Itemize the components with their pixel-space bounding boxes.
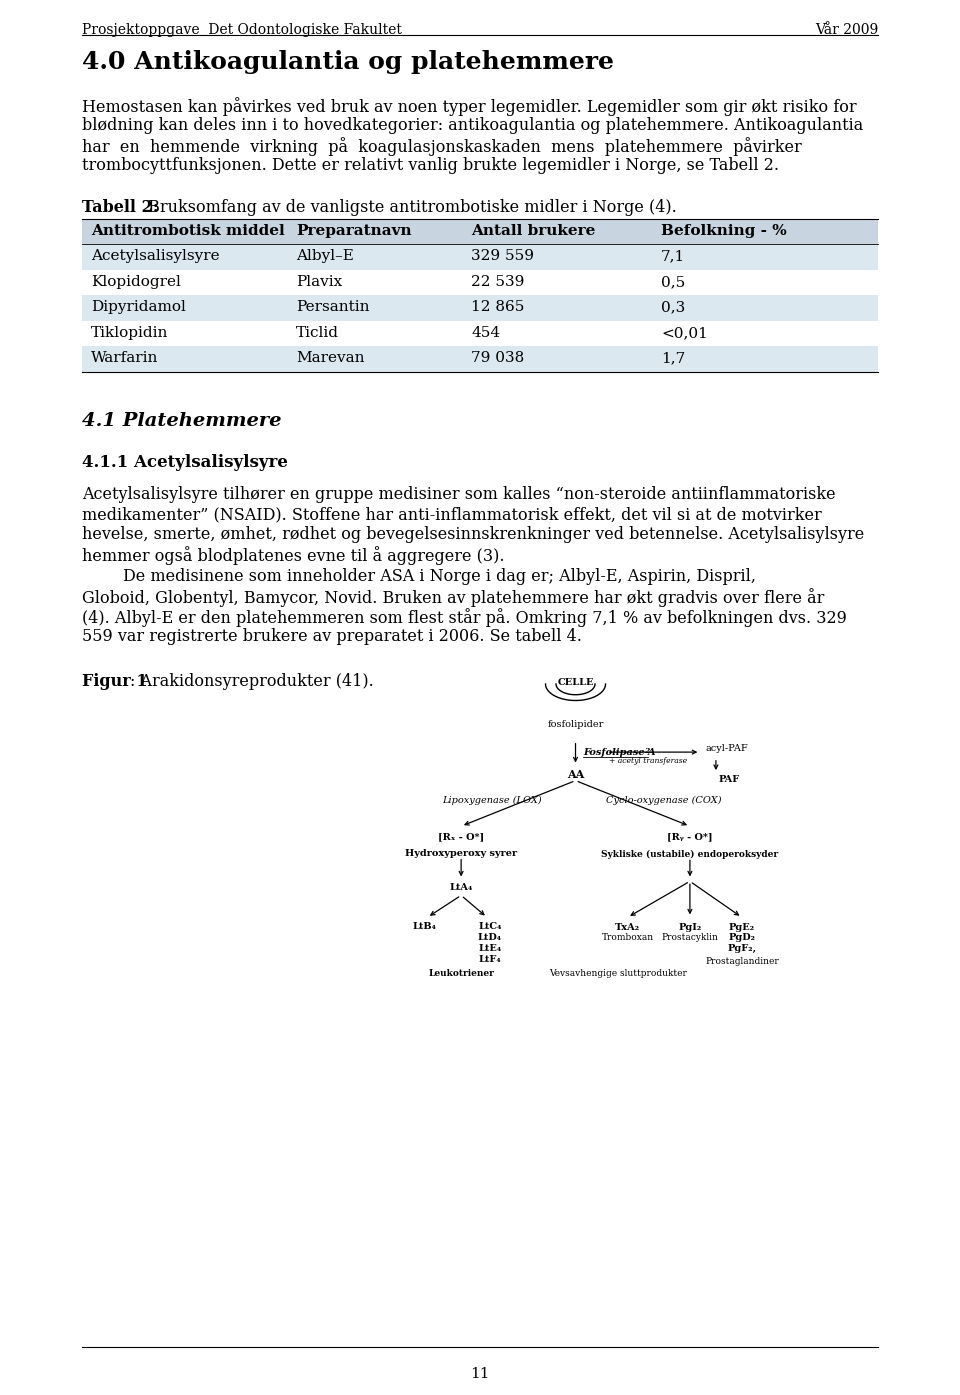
Text: 329 559: 329 559 [471,250,534,264]
Text: blødning kan deles inn i to hovedkategorier: antikoagulantia og platehemmere. An: blødning kan deles inn i to hovedkategor… [82,117,863,134]
Text: + acetyl transferase: + acetyl transferase [610,757,687,764]
Text: Tabell 2:: Tabell 2: [82,199,158,216]
Text: Leukotriener: Leukotriener [428,968,494,978]
Text: LtD₄: LtD₄ [478,933,502,943]
Text: Albyl–E: Albyl–E [296,250,354,264]
Text: Prosjektoppgave  Det Odontologiske Fakultet: Prosjektoppgave Det Odontologiske Fakult… [82,22,402,38]
Text: hemmer også blodplatenes evne til å aggregere (3).: hemmer også blodplatenes evne til å aggr… [82,545,505,565]
Text: 11: 11 [470,1367,490,1381]
Text: 79 038: 79 038 [471,352,524,365]
Text: Vevsavhengige sluttprodukter: Vevsavhengige sluttprodukter [549,968,687,978]
Text: Fosfolipase A: Fosfolipase A [584,748,656,756]
Text: Antitrombotisk middel: Antitrombotisk middel [91,225,285,239]
Text: PgD₂: PgD₂ [729,933,756,943]
Text: 4.1.1 Acetylsalisylsyre: 4.1.1 Acetylsalisylsyre [82,453,288,472]
Text: Hydroxyperoxy syrer: Hydroxyperoxy syrer [405,850,517,858]
Text: 2: 2 [644,746,650,755]
Text: PgI₂: PgI₂ [679,923,702,932]
Text: hevelse, smerte, ømhet, rødhet og bevegelsesinnskrenkninger ved betennelse. Acet: hevelse, smerte, ømhet, rødhet og bevege… [82,526,864,543]
Text: LtB₄: LtB₄ [413,922,437,930]
Text: har  en  hemmende  virkning  på  koagulasjonskaskaden  mens  platehemmere  påvir: har en hemmende virkning på koagulasjons… [82,137,802,156]
Text: Bruksomfang av de vanligste antitrombotiske midler i Norge (4).: Bruksomfang av de vanligste antitromboti… [143,199,677,216]
Text: Prostaglandiner: Prostaglandiner [705,957,779,967]
Text: 12 865: 12 865 [471,300,524,314]
Text: medikamenter” (NSAID). Stoffene har anti-inflammatorisk effekt, det vil si at de: medikamenter” (NSAID). Stoffene har anti… [82,506,822,523]
Text: fosfolipider: fosfolipider [547,720,604,728]
Text: Acetylsalisylsyre tilhører en gruppe medisiner som kalles “non-steroide antiinfl: Acetylsalisylsyre tilhører en gruppe med… [82,485,835,504]
Text: TxA₂: TxA₂ [615,923,640,932]
Text: 4.0 Antikoagulantia og platehemmere: 4.0 Antikoagulantia og platehemmere [82,50,614,74]
Text: Lipoxygenase (LOX): Lipoxygenase (LOX) [443,795,542,805]
Text: PAF: PAF [718,774,740,784]
Text: PgE₂: PgE₂ [729,923,755,932]
Text: Vår 2009: Vår 2009 [815,22,878,38]
Text: 0,5: 0,5 [661,275,685,289]
Text: 22 539: 22 539 [471,275,524,289]
Text: AA: AA [567,769,584,780]
Text: trombocyttfunksjonen. Dette er relativt vanlig brukte legemidler i Norge, se Tab: trombocyttfunksjonen. Dette er relativt … [82,158,779,174]
Text: Cyclo-oxygenase (COX): Cyclo-oxygenase (COX) [606,795,722,805]
Text: Hemostasen kan påvirkes ved bruk av noen typer legemidler. Legemidler som gir øk: Hemostasen kan påvirkes ved bruk av noen… [82,98,856,116]
Bar [82,296,878,321]
Text: Tiklopidin: Tiklopidin [91,326,168,340]
Text: Dipyridamol: Dipyridamol [91,300,186,314]
Bar [82,346,878,372]
Text: Warfarin: Warfarin [91,352,158,365]
Text: LtC₄: LtC₄ [478,922,501,930]
Text: 1,7: 1,7 [661,352,685,365]
Text: Preparatnavn: Preparatnavn [296,225,412,239]
Text: CELLE: CELLE [557,678,594,686]
Text: PgF₂,: PgF₂, [728,944,756,953]
Bar [82,271,878,296]
Text: Globoid, Globentyl, Bamycor, Novid. Bruken av platehemmere har økt gradvis over : Globoid, Globentyl, Bamycor, Novid. Bruk… [82,589,825,607]
Text: (4). Albyl-E er den platehemmeren som flest står på. Omkring 7,1 % av befolkning: (4). Albyl-E er den platehemmeren som fl… [82,608,847,626]
Text: Figur 1: Figur 1 [82,672,148,691]
Text: [Rᵧ - O*]: [Rᵧ - O*] [667,831,712,841]
Text: De medisinene som inneholder ASA i Norge i dag er; Albyl-E, Aspirin, Dispril,: De medisinene som inneholder ASA i Norge… [82,568,756,585]
Text: : Arakidonsyreprodukter (41).: : Arakidonsyreprodukter (41). [130,672,373,691]
Bar [82,244,878,271]
Text: <0,01: <0,01 [661,326,708,340]
Text: Marevan: Marevan [296,352,365,365]
Text: Persantin: Persantin [296,300,370,314]
Text: 4.1 Platehemmere: 4.1 Platehemmere [82,412,281,430]
Text: Antall brukere: Antall brukere [471,225,595,239]
Text: acyl-PAF: acyl-PAF [706,745,748,753]
Bar [82,219,878,244]
Text: Tromboxan: Tromboxan [602,933,654,943]
Text: 559 var registrerte brukere av preparatet i 2006. Se tabell 4.: 559 var registrerte brukere av preparate… [82,628,582,644]
Text: 0,3: 0,3 [661,300,685,314]
Bar [82,321,878,346]
Text: 7,1: 7,1 [661,250,685,264]
Text: 454: 454 [471,326,500,340]
Text: Ticlid: Ticlid [296,326,339,340]
Text: [Rₓ - O*]: [Rₓ - O*] [438,831,484,841]
Text: Acetylsalisylsyre: Acetylsalisylsyre [91,250,220,264]
Text: Sykliske (ustabile) endoperoksyder: Sykliske (ustabile) endoperoksyder [601,850,779,858]
Text: LtE₄: LtE₄ [478,944,501,953]
Text: Befolkning - %: Befolkning - % [661,225,787,239]
Text: Klopidogrel: Klopidogrel [91,275,180,289]
Text: Prostacyklin: Prostacyklin [661,933,718,943]
Text: Plavix: Plavix [296,275,343,289]
Text: LtF₄: LtF₄ [478,954,501,964]
Text: LtA₄: LtA₄ [449,883,472,893]
